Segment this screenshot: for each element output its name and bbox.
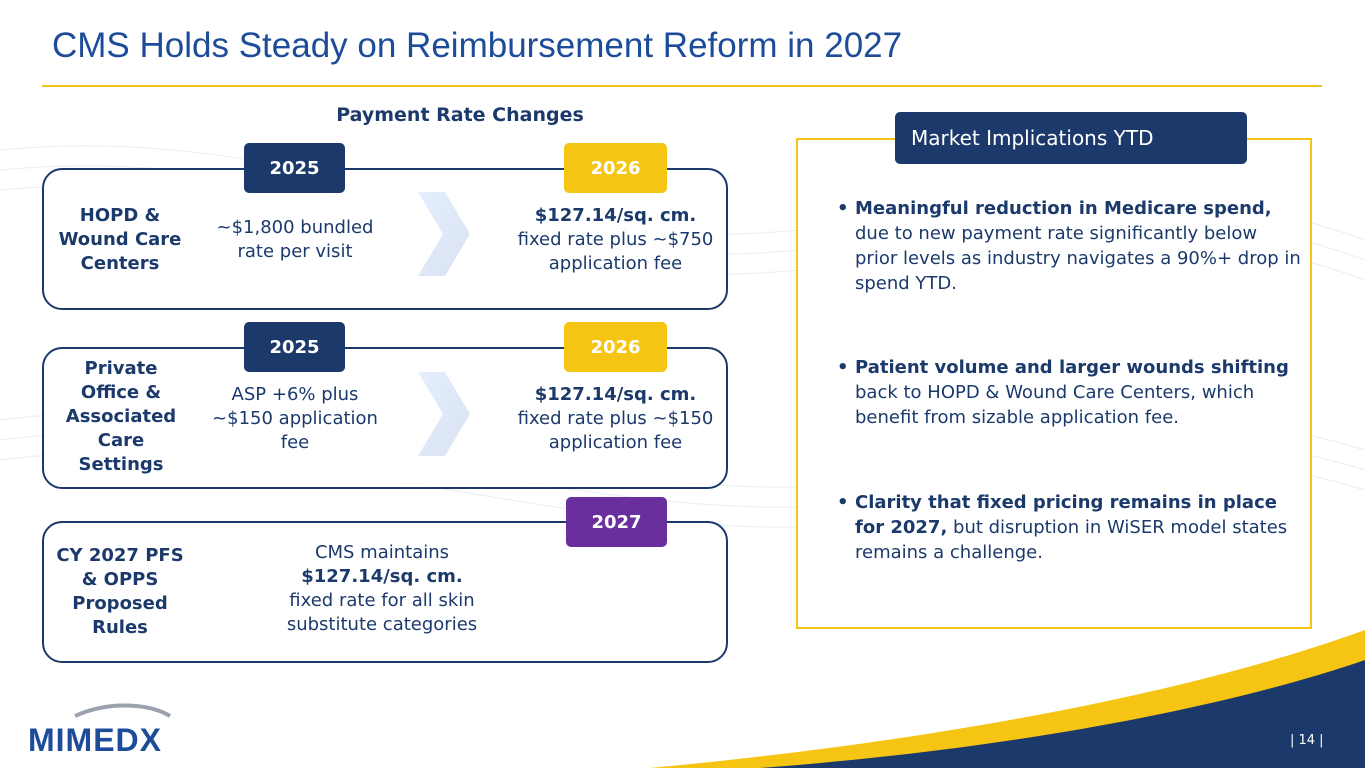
bullet-text: but disruption in WiSER model states rem… xyxy=(855,517,1288,563)
from-text: ~$1,800 bundled rate per visit xyxy=(216,217,374,262)
bullet-text: due to new payment rate significantly be… xyxy=(855,223,1301,294)
row-label: Private Office & Associated Care Setting… xyxy=(65,358,177,475)
bullet-text: back to HOPD & Wound Care Centers, which… xyxy=(855,382,1255,428)
bullet-bold: Clarity that fixed pricing remains in pl… xyxy=(855,492,1277,538)
proposed-text: CMS maintains $127.14/sq. cm. fixed rate f… xyxy=(272,541,492,637)
year-tab: 2025 xyxy=(244,143,345,193)
page-number: | 14 | xyxy=(1290,733,1324,748)
row-label: CY 2027 PFS & OPPS Proposed Rules xyxy=(56,545,184,638)
implications-title: Market Implications YTD xyxy=(895,112,1247,164)
proposed-bold: $127.14/sq. cm. xyxy=(301,566,463,587)
year-tab: 2027 xyxy=(566,497,667,547)
proposed-detail: fixed rate for all skin substitute categ… xyxy=(286,590,478,635)
proposed-intro: CMS maintains xyxy=(314,542,450,563)
to-bold: $127.14/sq. cm. xyxy=(534,384,697,405)
from-text: ASP +6% plus ~$150 application fee xyxy=(212,384,378,453)
title: CMS Holds Steady on Reimbursement Reform… xyxy=(52,26,903,65)
to-bold: $127.14/sq. cm. xyxy=(534,205,697,226)
to-detail: fixed rate plus ~$750 application fee xyxy=(517,229,714,274)
bullet-bold: Patient volume and larger wounds shiftin… xyxy=(855,357,1289,378)
to-detail: fixed rate plus ~$150 application fee xyxy=(517,408,714,453)
year-tab: 2026 xyxy=(564,143,667,193)
logo: MIMEDX xyxy=(28,722,162,758)
to-text: $127.14/sq. cm. fixed rate plus ~$150 app… xyxy=(508,383,723,455)
section-title: Payment Rate Changes xyxy=(336,104,584,126)
bullet: Clarity that fixed pricing remains in pl… xyxy=(837,490,1305,565)
to-text: $127.14/sq. cm. fixed rate plus ~$750 app… xyxy=(508,204,723,276)
bullet-bold: Meaningful reduction in Medicare spend, xyxy=(855,198,1272,219)
row-label: HOPD & Wound Care Centers xyxy=(58,205,182,274)
year-tab: 2026 xyxy=(564,322,667,372)
year-tab: 2025 xyxy=(244,322,345,372)
bullet: Meaningful reduction in Medicare spend, … xyxy=(837,196,1305,296)
bullet: Patient volume and larger wounds shiftin… xyxy=(837,355,1305,430)
